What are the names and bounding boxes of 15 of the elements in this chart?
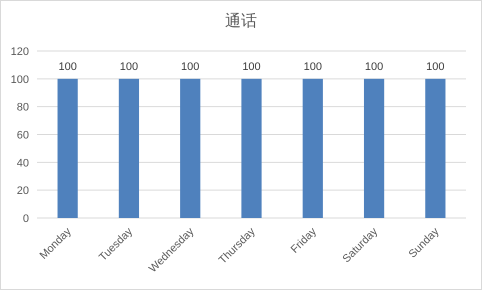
y-tick-label: 0 (22, 213, 29, 225)
y-tick-label: 100 (10, 74, 29, 86)
y-tick-label: 40 (16, 157, 29, 170)
data-label: 100 (242, 60, 261, 73)
y-tick-label: 20 (16, 185, 29, 198)
y-tick-label: 60 (16, 130, 29, 142)
title: 通话 (225, 13, 257, 30)
data-label: 100 (181, 60, 200, 73)
y-tick-label: 120 (10, 46, 29, 58)
data-label: 100 (58, 60, 77, 73)
data-label: 100 (304, 60, 322, 73)
data-label: 100 (364, 60, 384, 73)
y-tick-label: 80 (16, 102, 29, 114)
data-label: 100 (426, 60, 445, 73)
data-label: 100 (120, 60, 138, 73)
